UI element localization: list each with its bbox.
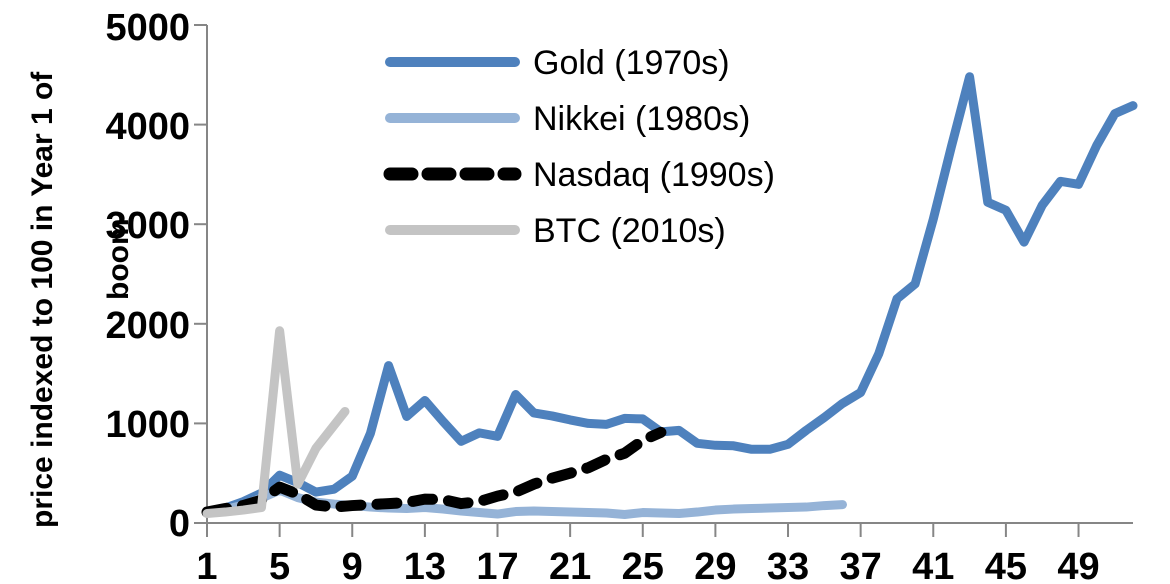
legend-label: BTC (2010s): [533, 212, 726, 250]
x-tick-label: 9: [342, 546, 363, 584]
y-tick-label: 5000: [105, 7, 190, 49]
series-line-gold: [202, 72, 1138, 518]
x-tick-label: 1: [196, 546, 217, 584]
x-axis-tick-labels: 1 5 9 13 17 21 25 29 33 37 41 45 49: [196, 546, 1099, 584]
y-axis-label-line2: boom: [102, 218, 135, 300]
x-tick-label: 5: [269, 546, 290, 584]
x-tick-label: 21: [549, 546, 591, 584]
x-tick-label: 13: [404, 546, 446, 584]
legend-label: Gold (1970s): [533, 44, 730, 82]
x-tick-label: 45: [985, 546, 1027, 584]
y-tick-label: 1000: [105, 404, 190, 446]
y-tick-label: 3000: [105, 205, 190, 247]
series-line-nasdaq: [201, 426, 667, 518]
x-tick-label: 37: [840, 546, 882, 584]
x-tick-label: 49: [1057, 546, 1099, 584]
y-tick-label: 4000: [105, 106, 190, 148]
chart-series: [201, 72, 1138, 520]
chart-legend: Gold (1970s) Nikkei (1980s) Nasdaq (1990s)…: [383, 44, 775, 250]
legend-label: Nasdaq (1990s): [533, 156, 775, 194]
x-tick-label: 33: [767, 546, 809, 584]
legend-label: Nikkei (1980s): [533, 100, 750, 138]
y-tick-label: 2000: [105, 305, 190, 347]
x-tick-label: 41: [912, 546, 954, 584]
chart-axes: [194, 24, 1133, 537]
series-line-btc: [202, 326, 350, 519]
y-axis-label: price indexed to 100 in Year 1 of boom: [26, 71, 135, 528]
y-axis-tick-labels: 5000 4000 3000 2000 1000 0: [105, 7, 190, 545]
y-axis-label-line1: price indexed to 100 in Year 1 of: [26, 71, 59, 528]
x-tick-label: 25: [622, 546, 664, 584]
y-tick-label: 0: [169, 503, 190, 545]
x-tick-label: 17: [476, 546, 518, 584]
x-tick-label: 29: [694, 546, 736, 584]
